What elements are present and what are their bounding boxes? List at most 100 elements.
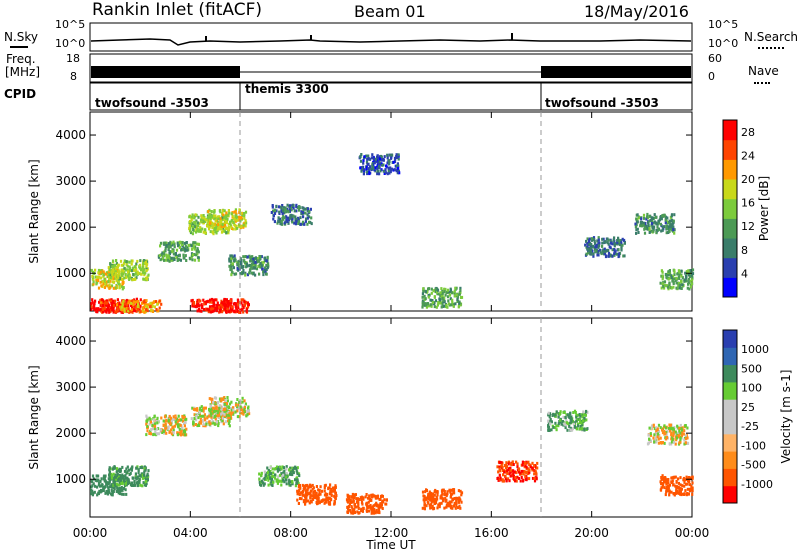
data-cell <box>285 482 288 486</box>
data-cell <box>244 273 247 277</box>
data-cell <box>505 461 508 465</box>
data-cell <box>673 269 676 272</box>
data-cell <box>128 260 131 264</box>
data-cell <box>135 302 138 306</box>
data-cell <box>222 302 225 306</box>
data-cell <box>121 488 124 492</box>
data-cell <box>283 221 286 225</box>
nave-dots <box>754 82 770 84</box>
data-cell <box>531 476 535 480</box>
data-cell <box>135 268 138 272</box>
data-cell <box>164 241 167 245</box>
data-cell <box>226 217 229 221</box>
data-cell <box>242 269 245 272</box>
data-cell <box>128 468 131 472</box>
data-cell <box>396 155 399 159</box>
data-cell <box>190 417 193 421</box>
data-cell <box>384 168 387 172</box>
data-cell <box>449 488 453 492</box>
data-cell <box>452 489 455 493</box>
data-cell <box>146 429 149 433</box>
x-tick-label: 00:00 <box>675 526 710 540</box>
data-cell <box>376 169 379 173</box>
data-cell <box>421 299 424 303</box>
data-cell <box>142 308 145 312</box>
data-cell <box>640 224 644 228</box>
data-cell <box>313 489 317 493</box>
data-cell <box>306 216 309 220</box>
data-cell <box>281 478 285 482</box>
data-cell <box>215 306 218 310</box>
data-cell <box>446 305 449 309</box>
data-cell <box>459 286 462 290</box>
data-cell <box>557 424 560 428</box>
data-cell <box>496 477 499 480</box>
data-cell <box>528 468 531 472</box>
data-cell <box>500 463 503 467</box>
data-cell <box>276 467 279 471</box>
data-cell <box>183 249 186 253</box>
data-cell <box>270 211 273 214</box>
data-cell <box>241 214 244 217</box>
data-cell <box>223 209 226 213</box>
data-cell <box>168 430 171 434</box>
data-cell <box>651 216 654 220</box>
data-cell <box>145 414 148 418</box>
data-cell <box>357 507 360 510</box>
data-cell <box>591 249 594 253</box>
data-cell <box>669 423 672 427</box>
data-cell <box>200 214 203 218</box>
data-cell <box>240 298 243 302</box>
data-cell <box>109 276 112 279</box>
data-cell <box>264 270 267 274</box>
data-cell <box>366 172 369 176</box>
data-cell <box>135 305 139 309</box>
data-cell <box>191 247 194 251</box>
data-cell <box>212 410 216 414</box>
data-cell <box>517 477 520 480</box>
data-cell <box>664 218 667 222</box>
data-cell <box>444 293 447 297</box>
data-cell <box>134 472 137 476</box>
data-cell <box>292 206 295 210</box>
data-cell <box>177 244 180 248</box>
data-cell <box>111 483 115 487</box>
data-cell <box>681 484 684 488</box>
data-cell <box>118 492 122 496</box>
data-cell <box>119 469 122 473</box>
data-cell <box>679 423 682 427</box>
data-cell <box>291 466 294 470</box>
data-cell <box>373 494 376 498</box>
data-cell <box>224 420 227 424</box>
data-cell <box>224 219 227 223</box>
data-cell <box>143 304 146 308</box>
data-cell <box>223 402 226 406</box>
data-cell <box>688 280 691 284</box>
data-cell <box>315 495 318 499</box>
data-cell <box>181 248 184 252</box>
data-cell <box>155 427 159 431</box>
data-cell <box>195 300 199 304</box>
data-cell <box>581 427 584 431</box>
data-cell <box>138 478 141 482</box>
data-cell <box>291 482 294 486</box>
data-cell <box>110 489 113 492</box>
data-cell <box>527 460 530 464</box>
data-cell <box>214 417 217 421</box>
data-cell <box>207 221 210 225</box>
data-cell <box>597 236 600 240</box>
data-cell <box>562 410 565 414</box>
data-cell <box>98 300 101 304</box>
data-cell <box>102 280 105 284</box>
data-cell <box>315 501 318 504</box>
data-cell <box>99 272 102 276</box>
data-cell <box>360 501 364 504</box>
data-cell <box>143 310 146 314</box>
data-cell <box>219 210 222 214</box>
data-cell <box>288 204 292 208</box>
data-cell <box>637 231 640 234</box>
data-cell <box>210 210 213 213</box>
data-cell <box>567 414 570 418</box>
data-cell <box>674 475 677 479</box>
data-cell <box>443 506 446 510</box>
